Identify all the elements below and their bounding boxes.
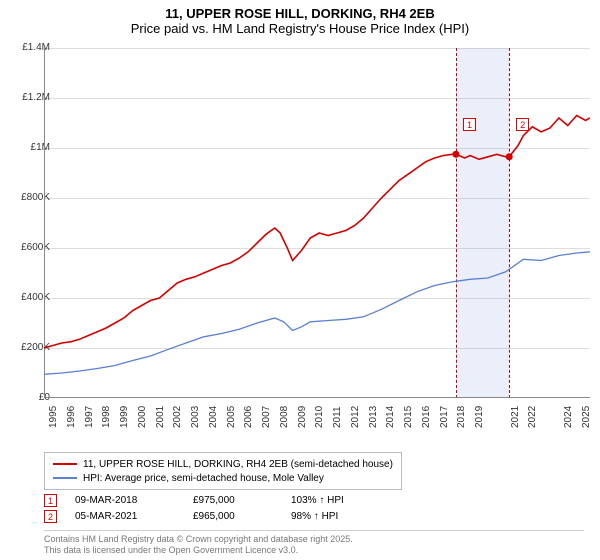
x-tick-label: 2017 [439, 406, 450, 428]
x-tick-label: 2003 [190, 406, 201, 428]
x-tick-label: 1997 [84, 406, 95, 428]
x-tick-label: 1998 [101, 406, 112, 428]
x-tick-label: 2015 [403, 406, 414, 428]
transaction-date: 05-MAR-2021 [75, 511, 175, 522]
transaction-marker-label: 2 [516, 118, 529, 131]
x-tick-label: 2007 [261, 406, 272, 428]
x-tick-label: 2000 [137, 406, 148, 428]
legend-label-property: 11, UPPER ROSE HILL, DORKING, RH4 2EB (s… [83, 459, 393, 470]
series-line-hpi [44, 252, 590, 374]
x-tick-label: 1999 [119, 406, 130, 428]
x-tick-label: 1996 [66, 406, 77, 428]
transaction-date: 09-MAR-2018 [75, 495, 175, 506]
transaction-row: 2 05-MAR-2021 £965,000 98% ↑ HPI [44, 508, 381, 524]
transactions-table: 1 09-MAR-2018 £975,000 103% ↑ HPI 2 05-M… [44, 492, 381, 524]
transaction-price: £965,000 [193, 511, 273, 522]
legend-swatch-property [53, 463, 77, 465]
transaction-dot [506, 153, 513, 160]
title-block: 11, UPPER ROSE HILL, DORKING, RH4 2EB Pr… [0, 0, 600, 38]
x-tick-label: 2005 [226, 406, 237, 428]
title-line2: Price paid vs. HM Land Registry's House … [0, 21, 600, 36]
x-tick-label: 2021 [510, 406, 521, 428]
x-tick-label: 2022 [527, 406, 538, 428]
title-line1: 11, UPPER ROSE HILL, DORKING, RH4 2EB [0, 6, 600, 21]
x-tick-label: 2011 [332, 406, 343, 428]
series-line-property [44, 116, 590, 349]
chart-container: 11, UPPER ROSE HILL, DORKING, RH4 2EB Pr… [0, 0, 600, 560]
x-tick-label: 2024 [563, 406, 574, 428]
transaction-dot [452, 151, 459, 158]
footer-line1: Contains HM Land Registry data © Crown c… [44, 534, 584, 545]
transaction-marker-icon: 2 [44, 510, 57, 523]
x-tick-label: 2010 [314, 406, 325, 428]
x-tick-label: 2014 [385, 406, 396, 428]
transaction-pct: 98% ↑ HPI [291, 511, 381, 522]
x-tick-label: 2012 [350, 406, 361, 428]
x-tick-label: 2009 [297, 406, 308, 428]
transaction-marker-label: 1 [463, 118, 476, 131]
footer-line2: This data is licensed under the Open Gov… [44, 545, 584, 556]
x-tick-label: 2001 [155, 406, 166, 428]
legend: 11, UPPER ROSE HILL, DORKING, RH4 2EB (s… [44, 452, 402, 490]
x-tick-label: 2004 [208, 406, 219, 428]
transaction-pct: 103% ↑ HPI [291, 495, 381, 506]
x-tick-label: 2019 [474, 406, 485, 428]
x-tick-label: 2013 [368, 406, 379, 428]
transaction-marker-icon: 1 [44, 494, 57, 507]
x-tick-label: 2006 [243, 406, 254, 428]
x-tick-label: 2008 [279, 406, 290, 428]
transaction-price: £975,000 [193, 495, 273, 506]
legend-swatch-hpi [53, 477, 77, 479]
legend-row-hpi: HPI: Average price, semi-detached house,… [53, 471, 393, 485]
x-tick-label: 2016 [421, 406, 432, 428]
x-tick-label: 2002 [172, 406, 183, 428]
x-tick-label: 2025 [581, 406, 592, 428]
footer: Contains HM Land Registry data © Crown c… [44, 530, 584, 557]
transaction-row: 1 09-MAR-2018 £975,000 103% ↑ HPI [44, 492, 381, 508]
x-tick-label: 1995 [48, 406, 59, 428]
line-series-svg [44, 48, 590, 398]
legend-label-hpi: HPI: Average price, semi-detached house,… [83, 473, 324, 484]
legend-row-property: 11, UPPER ROSE HILL, DORKING, RH4 2EB (s… [53, 457, 393, 471]
x-tick-label: 2018 [456, 406, 467, 428]
